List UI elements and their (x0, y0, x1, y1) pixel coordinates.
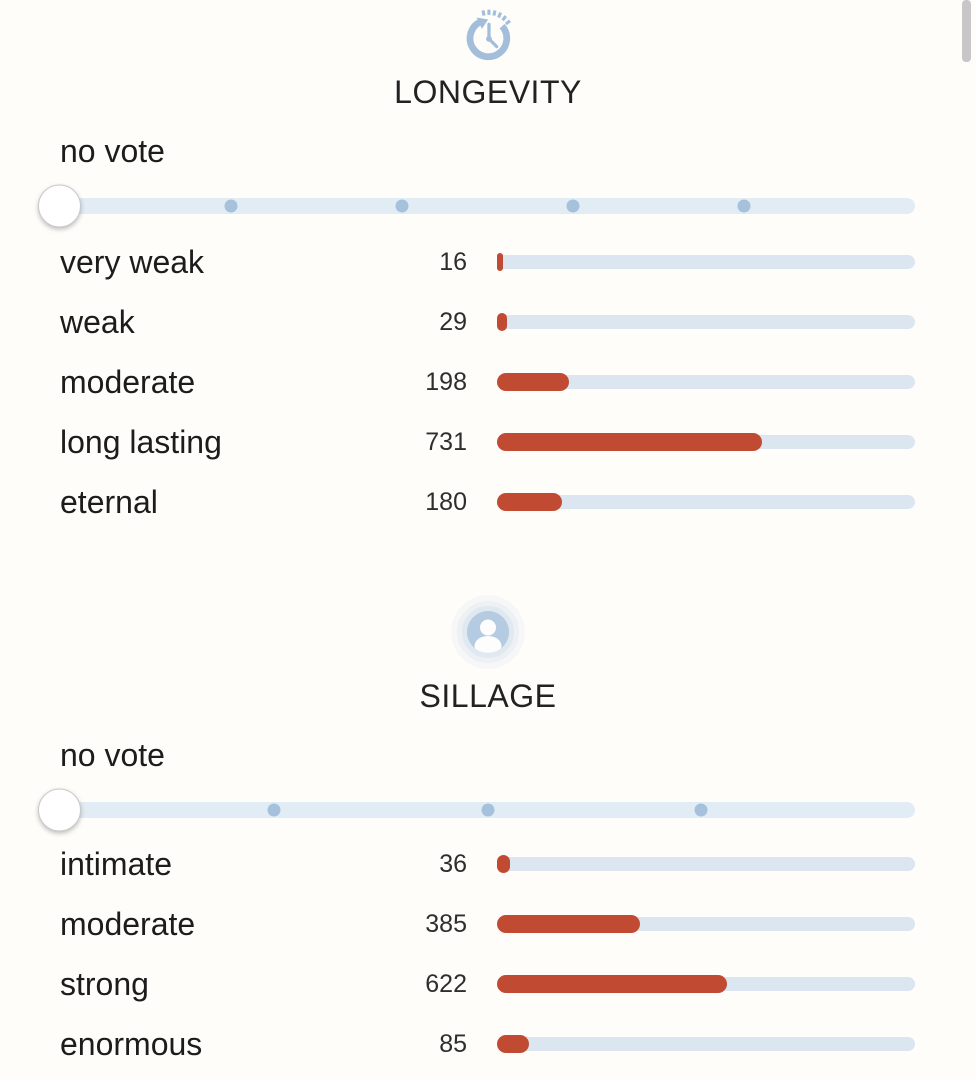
sillage-vote-rows: intimate 36 moderate 385 strong 622 enor… (0, 834, 976, 1074)
longevity-icon-row (0, 8, 976, 68)
vote-option-label: weak (60, 303, 135, 340)
slider-tick (267, 803, 281, 817)
sillage-slider-thumb[interactable] (38, 788, 81, 832)
vote-option-label: intimate (60, 845, 173, 882)
sillage-no-vote-label: no vote (60, 737, 165, 773)
vote-bar-fill (497, 1035, 529, 1053)
vote-count: 16 (439, 247, 467, 276)
vote-bar[interactable] (497, 854, 915, 874)
vote-bar-fill (497, 253, 503, 271)
vote-bar-track (497, 315, 915, 329)
sillage-title: SILLAGE (419, 678, 557, 714)
vote-row: strong 622 (60, 954, 976, 1014)
longevity-vote-rows: very weak 16 weak 29 moderate 198 long l… (0, 232, 976, 532)
vote-bar-track (497, 857, 915, 871)
vote-row: moderate 198 (60, 352, 976, 412)
vote-count: 85 (439, 1029, 467, 1058)
sillage-slider[interactable] (0, 788, 976, 832)
longevity-no-vote-label: no vote (60, 133, 165, 169)
vote-bar[interactable] (497, 492, 915, 512)
vote-option-label: long lasting (60, 423, 222, 460)
vote-row: intimate 36 (60, 834, 976, 894)
sillage-icon-row (0, 594, 976, 675)
vote-option-label: moderate (60, 905, 196, 942)
sillage-slider-track[interactable] (44, 802, 915, 818)
slider-tick (395, 199, 409, 213)
vote-count: 198 (425, 367, 467, 396)
slider-tick (737, 199, 751, 213)
vote-bar-fill (497, 493, 563, 511)
vote-bar-track (497, 375, 915, 389)
vote-bar-fill (497, 313, 508, 331)
vote-count: 622 (425, 969, 467, 998)
vote-count: 385 (425, 909, 467, 938)
vote-row: weak 29 (60, 292, 976, 352)
vote-bar-fill (497, 373, 569, 391)
history-clock-icon (455, 7, 521, 70)
vote-bar[interactable] (497, 432, 915, 452)
vote-bar-fill (497, 915, 640, 933)
vote-option-label: strong (60, 965, 149, 1002)
slider-tick (224, 199, 238, 213)
slider-tick (481, 803, 494, 817)
vote-count: 180 (425, 487, 467, 516)
vote-bar-track (497, 255, 915, 269)
vote-bar[interactable] (497, 914, 915, 934)
vote-row: long lasting 731 (60, 412, 976, 472)
longevity-title: LONGEVITY (394, 74, 582, 110)
vote-bar-fill (497, 975, 728, 993)
vote-option-label: enormous (60, 1025, 203, 1062)
vote-bar-track (497, 1037, 915, 1051)
longevity-slider[interactable] (0, 184, 976, 228)
vote-count: 36 (439, 849, 467, 878)
person-aura-icon (450, 594, 526, 675)
vote-row: enormous 85 (60, 1014, 976, 1074)
vote-option-label: eternal (60, 483, 158, 520)
vote-option-label: moderate (60, 363, 196, 400)
vote-bar[interactable] (497, 1034, 915, 1054)
vote-bar-fill (497, 855, 511, 873)
page-scrollbar-thumb[interactable] (962, 0, 971, 62)
vote-row: eternal 180 (60, 472, 976, 532)
vote-row: very weak 16 (60, 232, 976, 292)
longevity-section: LONGEVITY no vote very weak 16 weak 29 m… (0, 0, 976, 532)
slider-tick (694, 803, 708, 817)
longevity-slider-thumb[interactable] (38, 184, 81, 228)
vote-bar-track (497, 495, 915, 509)
vote-bar[interactable] (497, 372, 915, 392)
longevity-slider-track[interactable] (44, 198, 915, 214)
slider-tick (566, 199, 580, 213)
vote-count: 29 (439, 307, 467, 336)
vote-bar[interactable] (497, 312, 915, 332)
sillage-section: SILLAGE no vote intimate 36 moderate 385… (0, 594, 976, 1074)
vote-bar[interactable] (497, 974, 915, 994)
vote-row: moderate 385 (60, 894, 976, 954)
vote-bar-fill (497, 433, 762, 451)
vote-count: 731 (425, 427, 467, 456)
vote-option-label: very weak (60, 243, 205, 280)
vote-bar[interactable] (497, 252, 915, 272)
